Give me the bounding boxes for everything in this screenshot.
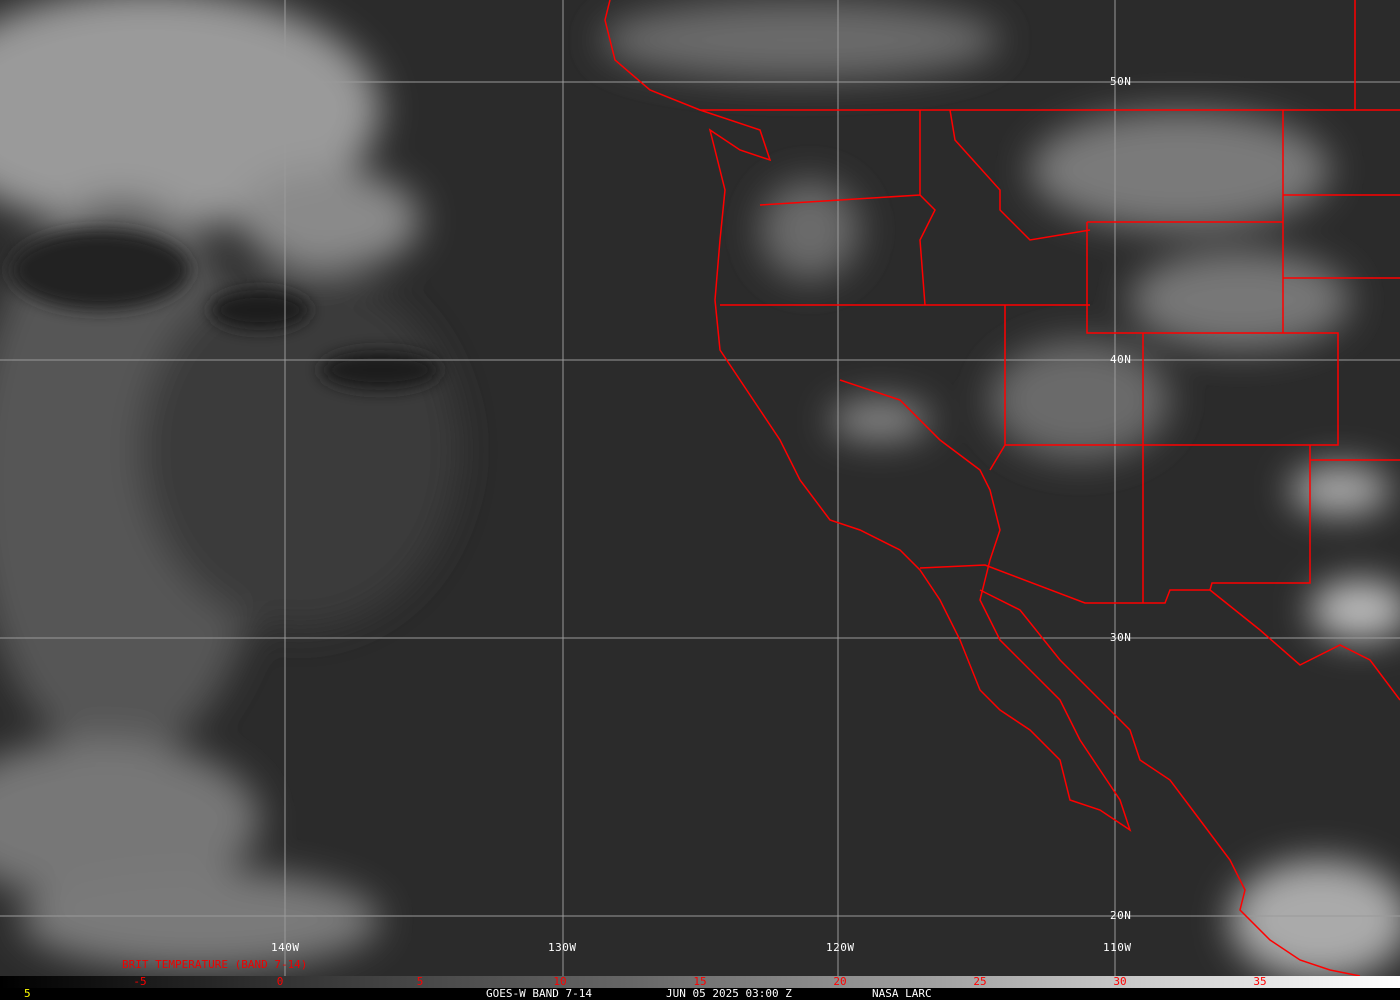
colorbar-tick-label: -5 (133, 975, 147, 988)
temperature-colorbar (0, 976, 1400, 988)
longitude-label: 110W (1103, 941, 1132, 954)
graticule (0, 0, 1400, 976)
colorbar-title: BRIT TEMPERATURE (BAND 7-14) (122, 958, 308, 971)
colorbar-tick-label: 25 (973, 975, 987, 988)
longitude-label: 120W (826, 941, 855, 954)
colorbar-tick-label: 20 (833, 975, 847, 988)
colorbar-tick-label: 15 (693, 975, 707, 988)
colorbar-tick-label: 5 (416, 975, 424, 988)
longitude-label: 130W (548, 941, 577, 954)
frame-number: 5 (24, 987, 31, 1000)
latitude-label: 30N (1110, 631, 1132, 644)
satellite-map (0, 0, 1400, 976)
latitude-label: 50N (1110, 75, 1132, 88)
colorbar-tick-label: 30 (1113, 975, 1127, 988)
latitude-label: 40N (1110, 353, 1132, 366)
political-borders (604, 0, 1400, 976)
longitude-label: 140W (271, 941, 300, 954)
colorbar-tick-label: 0 (276, 975, 284, 988)
source-label: NASA LARC (872, 987, 932, 1000)
colorbar-tick-label: 35 (1253, 975, 1267, 988)
latitude-label: 20N (1110, 909, 1132, 922)
footer-bar: 5 GOES-W BAND 7-14 JUN 05 2025 03:00 Z N… (0, 988, 1400, 1000)
datetime-label: JUN 05 2025 03:00 Z (666, 987, 792, 1000)
product-label: GOES-W BAND 7-14 (486, 987, 592, 1000)
colorbar-tick-label: 10 (553, 975, 567, 988)
